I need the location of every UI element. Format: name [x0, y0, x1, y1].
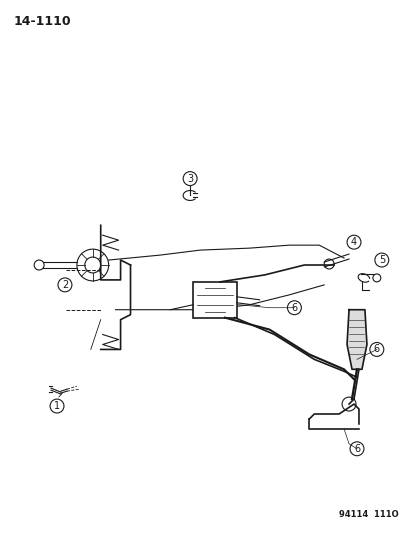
- Text: 6: 6: [291, 303, 297, 313]
- Text: 5: 5: [378, 255, 384, 265]
- Text: 6: 6: [353, 444, 359, 454]
- Polygon shape: [346, 310, 366, 369]
- Text: 1: 1: [54, 401, 60, 411]
- Text: 94114  111O: 94114 111O: [338, 510, 398, 519]
- Text: 14-1110: 14-1110: [13, 15, 71, 28]
- FancyBboxPatch shape: [192, 282, 236, 318]
- Circle shape: [34, 260, 44, 270]
- Text: 4: 4: [350, 237, 356, 247]
- Text: 6: 6: [373, 344, 379, 354]
- Text: 2: 2: [62, 280, 68, 290]
- Text: 3: 3: [187, 174, 193, 183]
